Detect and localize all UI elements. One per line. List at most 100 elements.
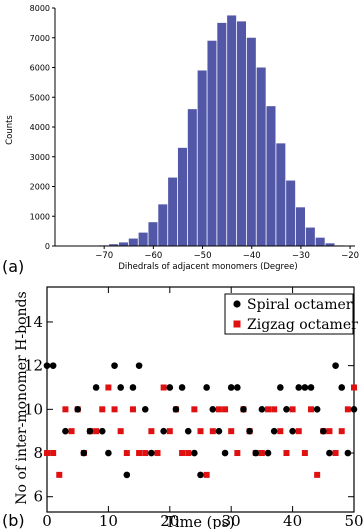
- panel-a-y-ticks: 0 1000 2000 3000 4000 5000 6000 7000 8000: [30, 4, 55, 251]
- panel-b-scatter: 0 10 20 30 40 50 6 8 10 12 14 Spiral octamer Zigz…: [2, 286, 364, 529]
- zigzag-point: [111, 406, 118, 413]
- zigzag-point: [277, 428, 284, 435]
- zigzag-point: [160, 384, 167, 391]
- x-tick-label: 10: [99, 512, 118, 529]
- histogram-bar: [236, 21, 247, 247]
- histogram-bar: [118, 242, 128, 246]
- spiral-point: [283, 406, 290, 413]
- spiral-point: [141, 406, 149, 413]
- spiral-point: [209, 406, 217, 413]
- y-tick-label: 12: [24, 357, 43, 375]
- histogram-bar: [148, 222, 158, 246]
- histogram-bar: [217, 22, 227, 246]
- panel-b-axes: [46, 286, 355, 513]
- zigzag-point: [148, 428, 155, 435]
- histogram-bar: [266, 106, 276, 246]
- zigzag-point: [351, 384, 357, 391]
- histogram-bar: [325, 243, 335, 246]
- spiral-point: [215, 427, 223, 435]
- x-tick-label: −60: [144, 251, 162, 261]
- histogram-bar: [168, 177, 178, 246]
- panel-b-plot-frame: [46, 286, 355, 513]
- panel-a-x-axis-label: Dihedrals of adjacent monomers (Degree): [118, 262, 297, 272]
- legend-label-zigzag: Zigzag octamer: [247, 317, 358, 333]
- spiral-point: [289, 427, 296, 435]
- legend-label-spiral: Spiral octamer: [247, 297, 353, 313]
- panel-a-y-axis-label: Counts: [5, 115, 15, 145]
- spiral-point: [221, 449, 229, 457]
- histogram-bar: [305, 227, 315, 246]
- zigzag-point: [265, 406, 272, 413]
- spiral-point: [344, 449, 352, 457]
- spiral-point: [227, 384, 235, 391]
- x-tick-label: 0: [42, 512, 52, 529]
- zigzag-point: [289, 406, 296, 413]
- legend-marker-spiral: [233, 300, 241, 308]
- spiral-point: [203, 384, 210, 391]
- zigzag-point: [197, 428, 204, 435]
- spiral-point: [246, 427, 253, 435]
- spiral-point: [277, 384, 284, 391]
- spiral-point: [148, 449, 155, 457]
- spiral-point: [98, 427, 106, 435]
- y-tick-label: 6000: [30, 64, 50, 73]
- x-tick-label: −20: [341, 251, 359, 261]
- zigzag-point: [56, 471, 63, 478]
- zigzag-point: [209, 428, 216, 435]
- spiral-point: [74, 406, 81, 413]
- y-tick-label: 4000: [30, 123, 50, 132]
- zigzag-point: [62, 406, 69, 413]
- zigzag-point: [308, 406, 315, 413]
- histogram-bar: [276, 143, 286, 246]
- x-tick-label: 30: [222, 512, 241, 529]
- zigzag-point: [44, 450, 50, 457]
- panel-b-x-ticks: 0 10 20 30 40 50: [42, 287, 364, 529]
- histogram-bar: [295, 207, 306, 246]
- zigzag-point: [136, 450, 143, 457]
- histogram-bar: [286, 180, 296, 246]
- spiral-point: [350, 406, 358, 413]
- y-tick-label: 3000: [30, 153, 50, 162]
- spiral-point: [264, 449, 272, 457]
- spiral-point: [338, 384, 346, 391]
- spiral-point: [313, 406, 321, 413]
- zigzag-point: [68, 428, 75, 435]
- zigzag-point: [203, 471, 210, 478]
- legend-marker-zigzag: [233, 320, 241, 328]
- spiral-point: [92, 384, 100, 391]
- zigzag-point: [258, 450, 265, 457]
- spiral-point: [234, 384, 241, 391]
- zigzag-point: [301, 450, 308, 457]
- y-tick-label: 10: [24, 400, 43, 418]
- histogram-bar: [128, 238, 138, 246]
- spiral-point: [105, 449, 112, 457]
- panel-b-x-axis-label: Time (ps): [165, 515, 234, 529]
- spiral-point: [270, 427, 278, 435]
- spiral-point: [307, 384, 315, 391]
- spiral-point: [166, 384, 174, 391]
- x-tick-label: −40: [243, 251, 261, 261]
- zigzag-point: [344, 406, 351, 413]
- histogram-bar: [227, 15, 237, 246]
- y-tick-label: 0: [45, 242, 50, 251]
- histogram-bar: [138, 232, 148, 246]
- spiral-point: [320, 427, 327, 435]
- zigzag-point: [99, 406, 106, 413]
- zigzag-point: [314, 471, 321, 478]
- panel-a-label: (a): [2, 257, 24, 276]
- spiral-point: [111, 362, 118, 369]
- x-tick-label: −50: [194, 251, 212, 261]
- zigzag-point: [129, 406, 136, 413]
- zigzag-point: [185, 450, 192, 457]
- zigzag-point: [295, 428, 302, 435]
- zigzag-point: [326, 428, 333, 435]
- spiral-point: [129, 384, 137, 391]
- y-tick-label: 8000: [30, 4, 50, 13]
- histogram-bar: [109, 244, 119, 246]
- histogram-bar: [187, 109, 197, 247]
- zigzag-point: [142, 450, 149, 457]
- zigzag-point: [332, 450, 339, 457]
- scatter-points: [43, 362, 358, 479]
- x-tick-label: 40: [283, 512, 302, 529]
- spiral-point: [258, 406, 266, 413]
